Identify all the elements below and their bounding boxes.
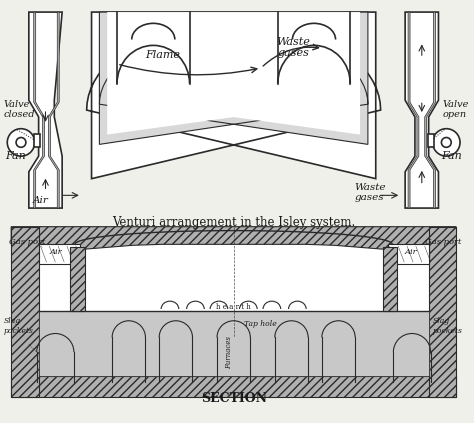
Polygon shape: [38, 244, 80, 264]
Text: Furnaces: Furnaces: [225, 335, 233, 368]
Polygon shape: [11, 227, 456, 252]
Text: Gas port: Gas port: [425, 238, 461, 246]
Text: h e a r t h: h e a r t h: [216, 303, 251, 311]
Polygon shape: [428, 227, 456, 397]
Polygon shape: [29, 12, 62, 208]
Text: Waste
gases: Waste gases: [354, 183, 386, 202]
Circle shape: [441, 137, 451, 147]
Text: Air: Air: [50, 248, 63, 256]
Text: Valve
open: Valve open: [442, 99, 469, 119]
Polygon shape: [383, 247, 397, 311]
Circle shape: [7, 129, 35, 156]
Polygon shape: [11, 376, 456, 397]
Text: Flame: Flame: [146, 50, 181, 60]
Polygon shape: [107, 12, 360, 135]
Polygon shape: [428, 134, 434, 147]
Text: Fan: Fan: [441, 151, 462, 161]
Polygon shape: [388, 244, 428, 264]
Polygon shape: [11, 227, 38, 397]
Text: Fan: Fan: [5, 151, 26, 161]
Polygon shape: [34, 12, 45, 208]
Polygon shape: [87, 12, 381, 179]
Text: Valve
closed: Valve closed: [3, 99, 35, 119]
Text: SECTION: SECTION: [201, 392, 267, 405]
Text: Waste
gases: Waste gases: [276, 36, 310, 58]
Polygon shape: [70, 247, 85, 311]
Text: Air: Air: [405, 248, 417, 256]
Polygon shape: [34, 134, 40, 147]
Polygon shape: [408, 12, 419, 208]
Text: Air: Air: [33, 196, 48, 205]
Polygon shape: [405, 12, 438, 208]
Text: Tap hole: Tap hole: [245, 320, 277, 328]
Polygon shape: [38, 244, 428, 311]
Text: Slag
pockets: Slag pockets: [433, 317, 463, 335]
Polygon shape: [100, 12, 368, 144]
Polygon shape: [48, 12, 59, 208]
Circle shape: [16, 137, 26, 147]
Polygon shape: [425, 12, 436, 208]
Text: Slag
pockets: Slag pockets: [3, 317, 33, 335]
Circle shape: [433, 129, 460, 156]
Text: Venturi arrangement in the Isley system.: Venturi arrangement in the Isley system.: [112, 216, 356, 229]
Text: Gas port: Gas port: [9, 238, 46, 246]
Polygon shape: [38, 311, 428, 376]
